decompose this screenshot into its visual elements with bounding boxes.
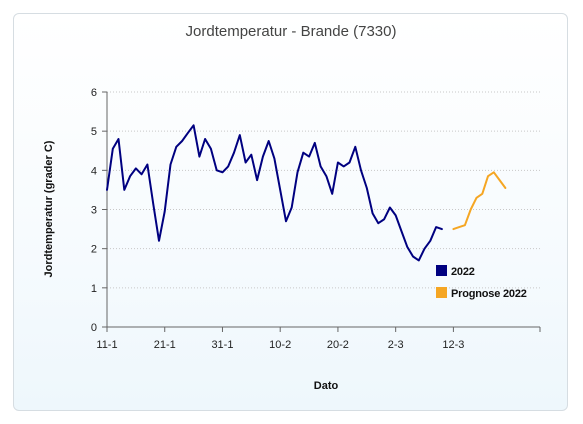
legend-swatch-2022 (436, 265, 447, 276)
y-axis-label: Jordtemperatur (grader C) (43, 140, 55, 277)
y-tick-labels: 0 1 2 3 4 5 6 (91, 87, 97, 334)
y-tick-label: 5 (91, 126, 97, 138)
legend-label-2022: 2022 (451, 266, 475, 278)
legend-label-prognose: Prognose 2022 (451, 288, 527, 300)
x-tick-label: 12-3 (442, 339, 464, 351)
y-tick-label: 4 (91, 165, 97, 177)
axes (102, 91, 541, 332)
grid-lines (107, 91, 540, 289)
y-tick-label: 1 (91, 283, 97, 295)
series-line-2022 (106, 124, 443, 262)
x-axis-label: Dato (314, 380, 339, 392)
legend: 2022 Prognose 2022 (436, 265, 527, 300)
y-tick-label: 3 (91, 205, 97, 217)
x-tick-label: 31-1 (211, 339, 233, 351)
x-tick-label: 11-1 (96, 339, 117, 351)
chart-title: Jordtemperatur - Brande (7330) (186, 23, 397, 40)
series-line-prognose (452, 171, 507, 231)
y-tick-label: 0 (91, 322, 97, 334)
x-tick-label: 21-1 (154, 339, 176, 351)
y-tick-label: 6 (91, 87, 97, 99)
x-tick-label: 20-2 (327, 339, 349, 351)
series-lines (106, 124, 507, 262)
x-tick-labels: 11-1 21-1 31-1 10-2 20-2 2-3 12-3 (96, 339, 464, 351)
legend-swatch-prognose (436, 287, 447, 298)
x-tick-label: 2-3 (388, 339, 404, 351)
y-tick-label: 2 (91, 244, 97, 256)
x-tick-label: 10-2 (269, 339, 291, 351)
